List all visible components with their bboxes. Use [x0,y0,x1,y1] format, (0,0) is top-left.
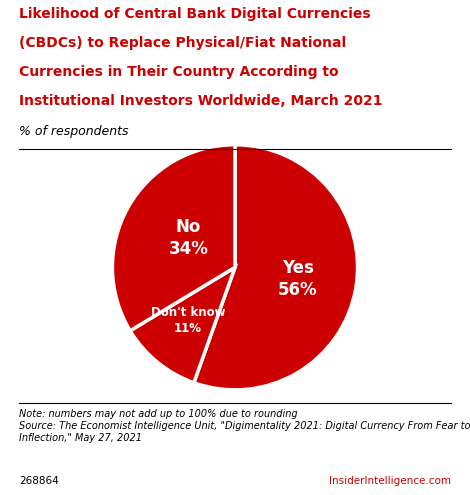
Text: Likelihood of Central Bank Digital Currencies: Likelihood of Central Bank Digital Curre… [19,7,370,21]
Wedge shape [130,267,235,383]
Text: Institutional Investors Worldwide, March 2021: Institutional Investors Worldwide, March… [19,94,382,107]
Text: InsiderIntelligence.com: InsiderIntelligence.com [329,476,451,486]
Text: % of respondents: % of respondents [19,125,128,138]
Wedge shape [194,145,358,390]
Text: 268864: 268864 [19,476,59,486]
Text: No
34%: No 34% [168,218,208,258]
Text: Note: numbers may not add up to 100% due to rounding
Source: The Economist Intel: Note: numbers may not add up to 100% due… [19,409,470,443]
Wedge shape [112,145,235,331]
Text: Don't know
11%: Don't know 11% [151,306,225,335]
Text: Yes
56%: Yes 56% [278,259,317,299]
Text: (CBDCs) to Replace Physical/Fiat National: (CBDCs) to Replace Physical/Fiat Nationa… [19,36,346,50]
Text: Currencies in Their Country According to: Currencies in Their Country According to [19,65,338,79]
